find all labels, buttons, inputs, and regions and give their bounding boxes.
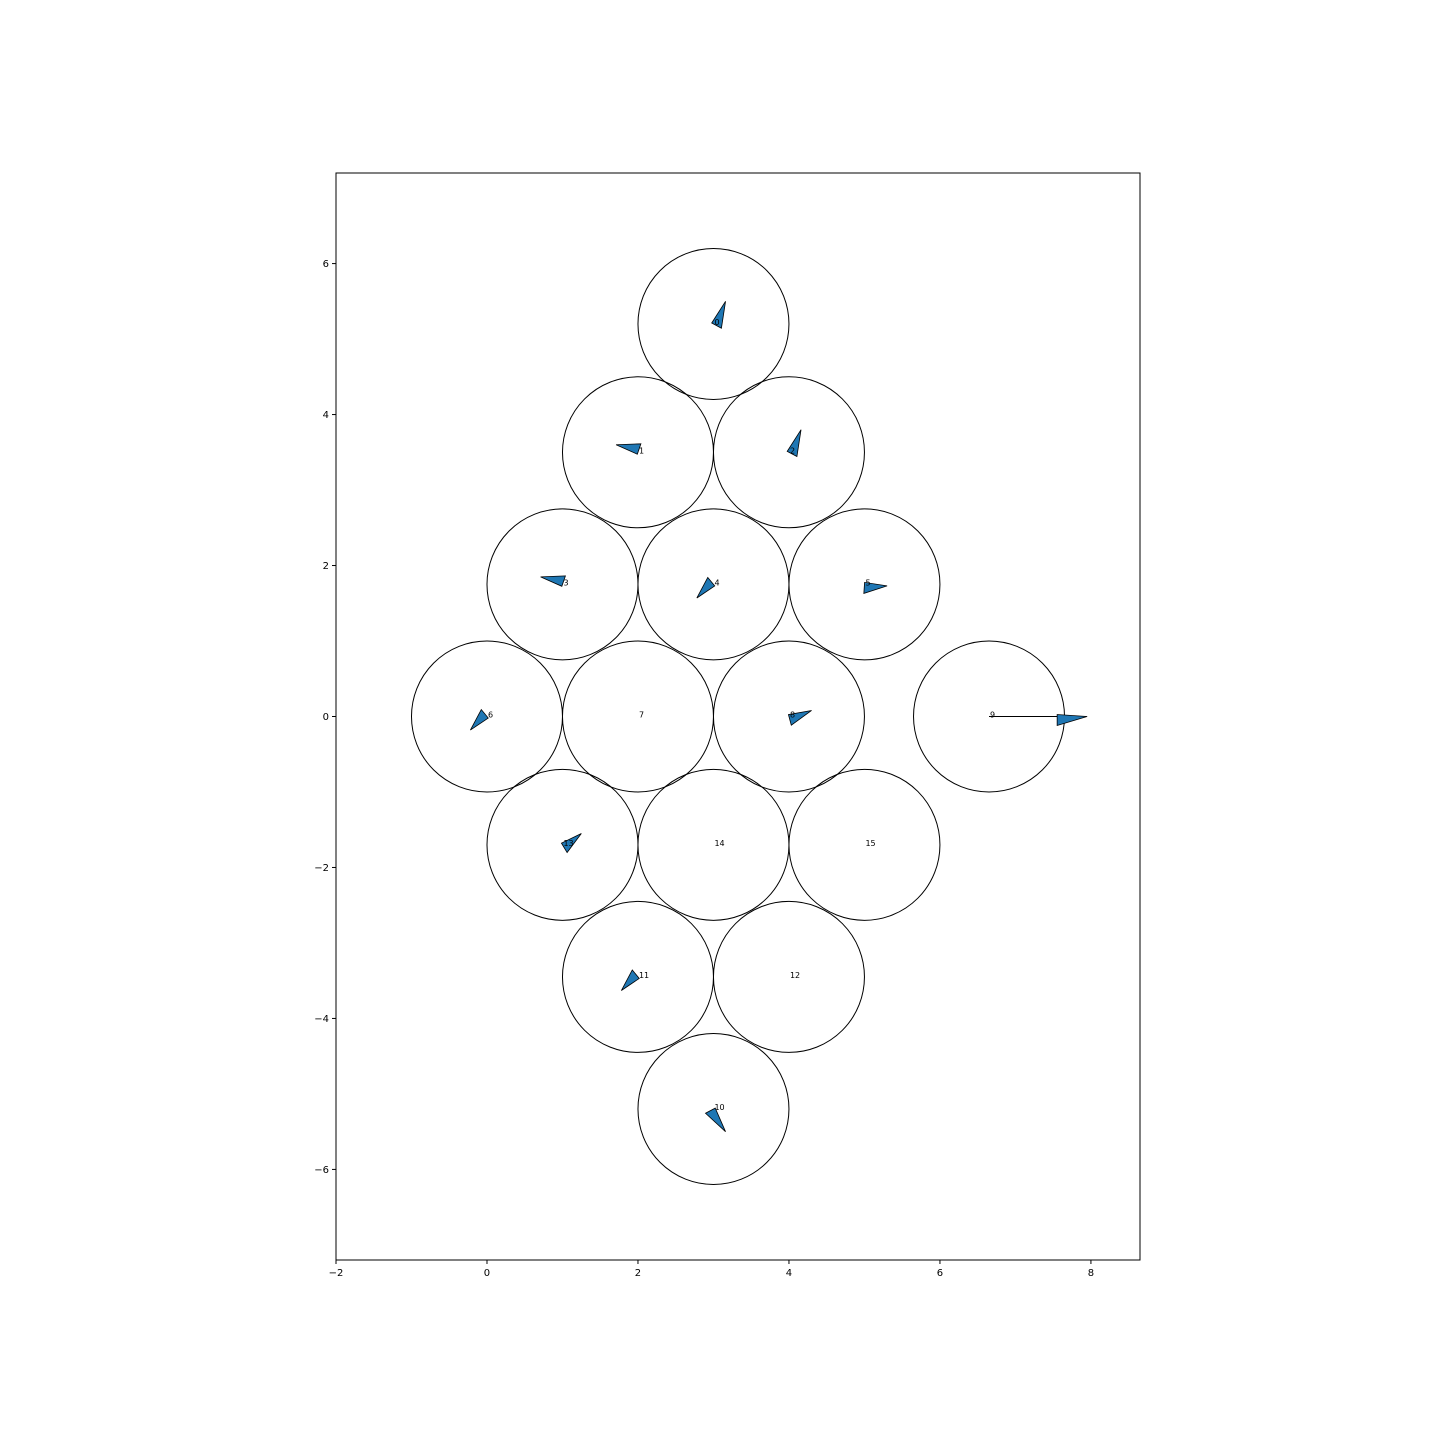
arrow-head-4 — [696, 576, 716, 599]
y-tick-label: 6 — [323, 259, 329, 270]
node-circle-0 — [637, 247, 790, 400]
x-tick-label: 8 — [1088, 1268, 1094, 1279]
node-label-11: 11 — [639, 971, 649, 980]
arrow-head-0 — [711, 301, 726, 329]
node-label-7: 7 — [639, 711, 644, 720]
node-label-0: 0 — [714, 318, 719, 327]
y-tick-label: 2 — [323, 561, 329, 572]
node-circle-12 — [712, 900, 865, 1053]
arrow-head-3 — [540, 575, 566, 587]
arrow-head-2 — [786, 429, 802, 458]
node-label-5: 5 — [865, 578, 870, 587]
node-label-13: 13 — [563, 839, 573, 848]
x-tick-label: 6 — [937, 1268, 943, 1279]
arrow-head-11 — [621, 969, 640, 991]
node-circle-10 — [637, 1033, 790, 1186]
arrow-head-9 — [1056, 714, 1088, 727]
node-label-2: 2 — [790, 446, 795, 455]
node-circle-8 — [712, 640, 865, 793]
node-label-1: 1 — [639, 446, 644, 455]
arrow-head-10 — [704, 1107, 726, 1132]
node-circle-5 — [788, 508, 941, 661]
y-tick-label: −4 — [314, 1014, 329, 1025]
x-tick-label: −2 — [329, 1268, 344, 1279]
node-label-14: 14 — [714, 839, 724, 848]
arrow-head-13 — [560, 833, 582, 854]
arrow-head-1 — [615, 443, 642, 455]
x-tick-label: 2 — [635, 1268, 641, 1279]
node-circle-2 — [712, 376, 865, 529]
y-tick-label: −6 — [314, 1165, 329, 1176]
node-label-8: 8 — [790, 711, 795, 720]
arrow-head-8 — [787, 710, 812, 726]
arrows-layer — [470, 301, 1088, 1132]
arrow-head-6 — [470, 708, 489, 731]
x-tick-label: 0 — [484, 1268, 490, 1279]
y-tick-label: −2 — [314, 863, 329, 874]
x-axis: −2 0 2 4 6 8 — [329, 1260, 1094, 1279]
circles-layer — [410, 247, 1066, 1186]
y-tick-label: 4 — [323, 410, 329, 421]
x-tick-label: 4 — [786, 1268, 792, 1279]
node-label-10: 10 — [714, 1103, 724, 1112]
arrow-head-5 — [863, 581, 888, 594]
node-label-15: 15 — [865, 839, 875, 848]
y-axis: −6 −4 −2 0 2 4 6 — [314, 259, 336, 1176]
node-label-4: 4 — [714, 578, 719, 587]
node-circle-15 — [788, 768, 941, 921]
node-label-12: 12 — [790, 971, 800, 980]
node-label-3: 3 — [563, 578, 568, 587]
y-tick-label: 0 — [323, 712, 329, 723]
node-label-9: 9 — [990, 711, 995, 720]
node-label-6: 6 — [488, 711, 493, 720]
